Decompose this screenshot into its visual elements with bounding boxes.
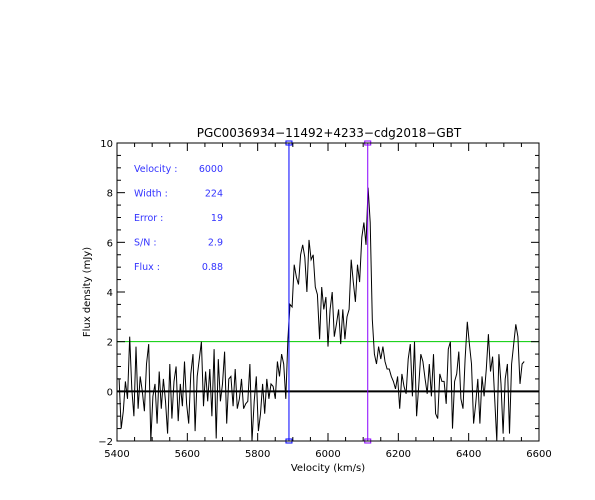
- x-tick-label: 6600: [526, 449, 551, 460]
- annotation-label: Velocity :: [134, 164, 178, 175]
- axis-ticks: [116, 142, 540, 442]
- annotation-value: 19: [211, 213, 223, 224]
- y-axis-label: Flux density (mJy): [82, 247, 93, 337]
- y-tick-label: 6: [107, 238, 113, 249]
- x-tick-label: 6000: [315, 449, 340, 460]
- annotation-label: S/N :: [134, 238, 157, 249]
- annotation-value: 0.88: [202, 262, 223, 273]
- y-tick-label: 10: [100, 139, 113, 150]
- x-axis-label: Velocity (km/s): [291, 463, 365, 474]
- x-tick-label: 5400: [104, 449, 129, 460]
- y-tick-label: 8: [107, 189, 113, 200]
- y-tick-label: 4: [107, 288, 113, 299]
- x-tick-label: 5800: [245, 449, 270, 460]
- annotation-value: 6000: [199, 164, 223, 175]
- x-tick-label: 6400: [456, 449, 481, 460]
- annotation-label: Width :: [134, 189, 168, 200]
- y-tick-label: 0: [107, 387, 113, 398]
- spectrum-line: [117, 187, 525, 442]
- plot-frame: [116, 142, 540, 442]
- y-tick-label: −2: [98, 437, 113, 448]
- plot-area: [117, 140, 539, 444]
- fit-results: Velocity : 6000 Width : 224 Error : 19 S/N : 2.…: [134, 164, 223, 273]
- annotation-value: 224: [205, 189, 223, 200]
- annotation-label: Error :: [134, 213, 163, 224]
- annotation-value: 2.9: [208, 238, 223, 249]
- x-tick-label: 5600: [175, 449, 200, 460]
- chart-title: PGC0036934−11492+4233−cdg2018−GBT: [197, 126, 462, 140]
- annotation-label: Flux :: [134, 262, 160, 273]
- x-tick-label: 6200: [386, 449, 411, 460]
- axis-tick-labels: 5400 5600 5800 6000 6200 6400 6600 −2 0 2 4 6 8 10: [98, 139, 551, 460]
- y-tick-label: 2: [107, 338, 113, 349]
